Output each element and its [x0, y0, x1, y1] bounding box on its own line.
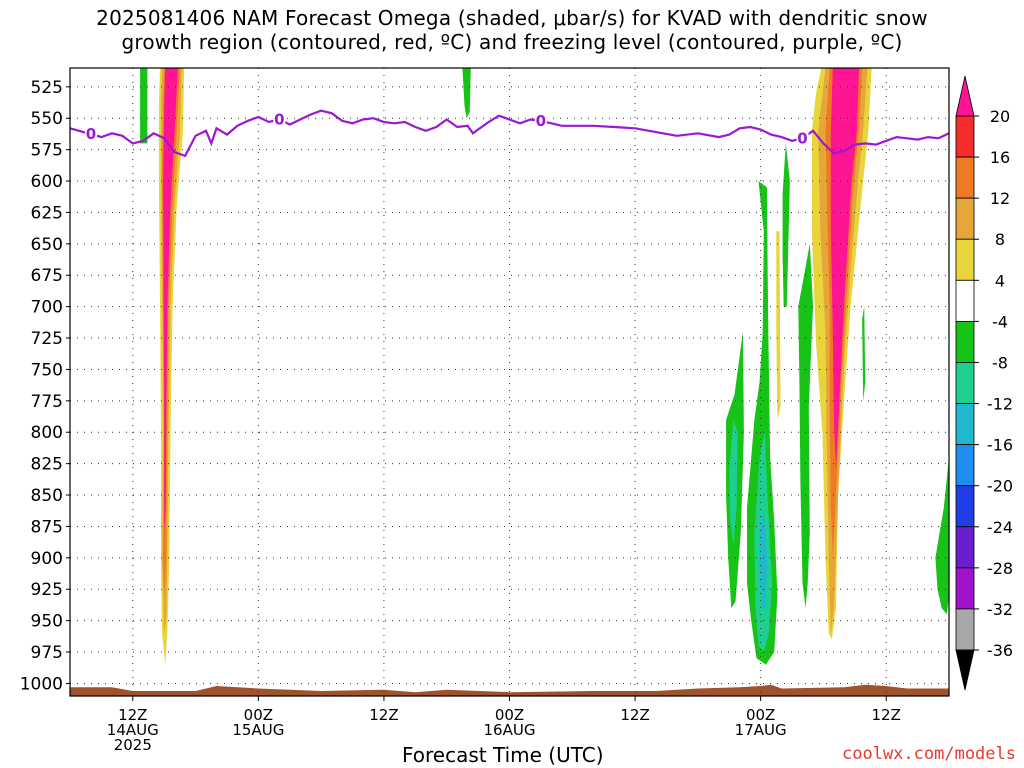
- title-line-1: 2025081406 NAM Forecast Omega (shaded, μ…: [96, 6, 928, 30]
- colorbar-label-6: -8: [992, 353, 1008, 372]
- colorbar-box-7: [955, 403, 975, 446]
- y-tick-label-650: 650: [31, 235, 63, 255]
- colorbar-top-triangle: [955, 75, 975, 117]
- x-tick-label-66-1: 00Z: [746, 706, 775, 724]
- y-tick-label-875: 875: [31, 517, 63, 537]
- colorbar-box-5: [955, 320, 975, 363]
- colorbar-box-0: [955, 115, 975, 158]
- y-tick-label-750: 750: [31, 360, 63, 380]
- x-tick-label-18-1: 00Z: [244, 706, 273, 724]
- colorbar-label-7: -12: [987, 395, 1013, 414]
- x-axis-title: Forecast Time (UTC): [402, 743, 604, 767]
- colorbar-label-4: 4: [995, 271, 1005, 290]
- colorbar-box-2: [955, 197, 975, 240]
- freezing-level-line: [70, 109, 949, 158]
- y-tick-label-625: 625: [31, 203, 63, 223]
- colorbar-box-1: [955, 156, 975, 199]
- chart-title: 2025081406 NAM Forecast Omega (shaded, μ…: [0, 6, 1024, 54]
- y-tick-label-1000: 1000: [20, 674, 63, 694]
- freezing-label-bg-2: [534, 111, 547, 128]
- freezing-level-layer: 0 0 0 0: [70, 109, 949, 158]
- title-line-2: growth region (contoured, red, ºC) and f…: [121, 30, 903, 54]
- freezing-label-bg-0: [84, 125, 97, 142]
- colorbar-label-12: -32: [987, 600, 1013, 619]
- x-tick-label-42-1: 00Z: [495, 706, 524, 724]
- y-tick-label-700: 700: [31, 298, 63, 318]
- omega-region-13: [798, 243, 813, 609]
- omega-region-19: [935, 457, 949, 615]
- y-tick-label-575: 575: [31, 141, 63, 161]
- x-tick-label-6-2: 14AUG: [107, 721, 159, 739]
- y-tick-label-775: 775: [31, 392, 63, 412]
- colorbar-label-2: 12: [990, 189, 1010, 208]
- y-tick-label-975: 975: [31, 643, 63, 663]
- y-tick-label-925: 925: [31, 580, 63, 600]
- y-tick-label-550: 550: [31, 109, 63, 129]
- freezing-label-bg-3: [796, 129, 809, 146]
- colorbar-label-0: 20: [990, 107, 1010, 126]
- y-tick-label-800: 800: [31, 423, 63, 443]
- x-tick-label-78-1: 12Z: [872, 706, 901, 724]
- omega-region-5: [462, 68, 471, 119]
- omega-region-12: [782, 143, 790, 307]
- colorbar-legend: 20 16 12 8 4 -4 -8 -12 -16 -20 -24 -28 -32 -36: [955, 75, 1013, 691]
- colorbar-label-13: -36: [987, 641, 1013, 660]
- y-tick-label-600: 600: [31, 172, 63, 192]
- x-tick-label-42-2: 16AUG: [484, 721, 536, 739]
- omega-region-4: [163, 68, 178, 533]
- omega-region-7: [729, 419, 738, 546]
- colorbar-box-12: [955, 608, 975, 651]
- y-tick-label-850: 850: [31, 486, 63, 506]
- colorbar-label-1: 16: [990, 148, 1010, 167]
- y-tick-label-950: 950: [31, 612, 63, 632]
- x-tick-label-66-2: 17AUG: [735, 721, 787, 739]
- x-tick-label-54-1: 12Z: [620, 706, 649, 724]
- y-axis: 525 550 575 600 625 650 675 700 725 750 775 800 825 8…: [20, 78, 70, 694]
- x-tick-label-30-1: 12Z: [369, 706, 398, 724]
- omega-region-18: [862, 306, 866, 401]
- colorbar-label-8: -16: [987, 436, 1013, 455]
- colorbar-box-8: [955, 444, 975, 487]
- omega-region-0: [140, 68, 148, 144]
- colorbar-box-4: [955, 279, 975, 322]
- credit-text[interactable]: coolwx.com/models: [842, 744, 1016, 764]
- colorbar-label-11: -28: [987, 559, 1013, 578]
- colorbar-label-3: 8: [995, 230, 1005, 249]
- colorbar-box-6: [955, 362, 975, 404]
- y-tick-label-675: 675: [31, 266, 63, 286]
- omega-shading-layer: [140, 68, 949, 665]
- freezing-label-bg-1: [273, 110, 286, 127]
- freezing-level-label-2: 0: [536, 112, 546, 130]
- colorbar-box-3: [955, 238, 975, 281]
- colorbar-box-10: [955, 526, 975, 569]
- colorbar-bottom-triangle: [955, 649, 975, 691]
- y-tick-label-825: 825: [31, 455, 63, 475]
- colorbar-label-5: -4: [992, 312, 1008, 331]
- colorbar-label-10: -24: [987, 518, 1013, 537]
- terrain-layer: [70, 684, 949, 696]
- colorbar-label-9: -20: [987, 477, 1013, 496]
- y-tick-label-525: 525: [31, 78, 63, 98]
- terrain-fill: [70, 684, 949, 696]
- x-tick-label-18-2: 15AUG: [232, 721, 284, 739]
- colorbar-box-9: [955, 485, 975, 528]
- x-tick-label-6-3: 2025: [114, 736, 152, 754]
- y-tick-label-725: 725: [31, 329, 63, 349]
- freezing-level-label-0: 0: [86, 125, 96, 143]
- colorbar-box-11: [955, 567, 975, 610]
- omega-region-11: [776, 231, 781, 420]
- x-tick-label-6-1: 12Z: [118, 706, 147, 724]
- freezing-level-label-3: 0: [797, 129, 807, 147]
- y-tick-label-900: 900: [31, 549, 63, 569]
- freezing-level-label-1: 0: [274, 110, 284, 128]
- omega-region-17: [830, 68, 859, 470]
